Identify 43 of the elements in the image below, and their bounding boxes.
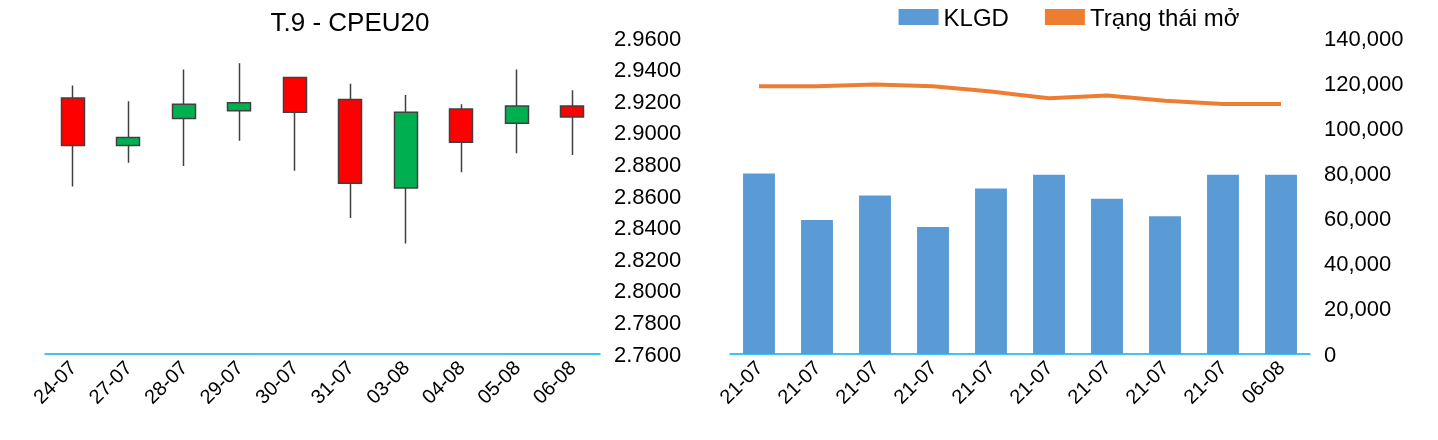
y-tick-label: 0 xyxy=(1324,341,1337,367)
y-tick-label: 2.7600 xyxy=(614,341,682,367)
bar xyxy=(1149,216,1181,354)
bar xyxy=(1265,174,1297,354)
y-tick-label: 2.9400 xyxy=(614,57,682,83)
y-tick-label: 80,000 xyxy=(1324,160,1392,186)
y-tick-label: 2.8000 xyxy=(614,278,682,304)
y-tick-label: 60,000 xyxy=(1324,206,1392,232)
candlestick xyxy=(282,76,308,172)
legend-label: Trạng thái mở xyxy=(1089,3,1240,31)
candlestick xyxy=(504,68,530,155)
line-series xyxy=(757,82,1283,106)
y-tick-label: 2.7800 xyxy=(614,309,682,335)
candlestick xyxy=(115,100,141,164)
chart-title: T.9 - CPEU20 xyxy=(270,7,430,37)
y-tick-label: 100,000 xyxy=(1324,115,1404,141)
bar xyxy=(859,195,891,354)
bar xyxy=(917,226,949,354)
y-tick-label: 2.8400 xyxy=(614,215,682,241)
bar xyxy=(743,173,775,354)
bar xyxy=(1207,174,1239,354)
y-tick-label: 2.9000 xyxy=(614,120,682,146)
y-tick-label: 2.9200 xyxy=(614,88,682,114)
candlestick xyxy=(60,84,86,188)
y-tick-label: 2.8600 xyxy=(614,183,682,209)
candlestick xyxy=(559,89,585,156)
y-tick-label: 120,000 xyxy=(1324,70,1404,96)
bar xyxy=(1091,198,1123,354)
y-tick-label: 2.8800 xyxy=(614,151,682,177)
candlestick xyxy=(171,68,197,167)
y-tick-label: 2.8200 xyxy=(614,246,682,272)
y-tick-label: 140,000 xyxy=(1324,25,1404,51)
y-tick-label: 40,000 xyxy=(1324,251,1392,277)
y-tick-label: 20,000 xyxy=(1324,296,1392,322)
bar xyxy=(1033,174,1065,354)
candlestick xyxy=(393,94,419,245)
bar xyxy=(975,188,1007,354)
bar xyxy=(801,219,833,354)
legend-label: KLGD xyxy=(943,3,1009,31)
candlestick xyxy=(448,103,474,174)
y-tick-label: 2.9600 xyxy=(614,25,682,51)
candlestick xyxy=(337,83,363,219)
candlestick xyxy=(226,62,252,142)
